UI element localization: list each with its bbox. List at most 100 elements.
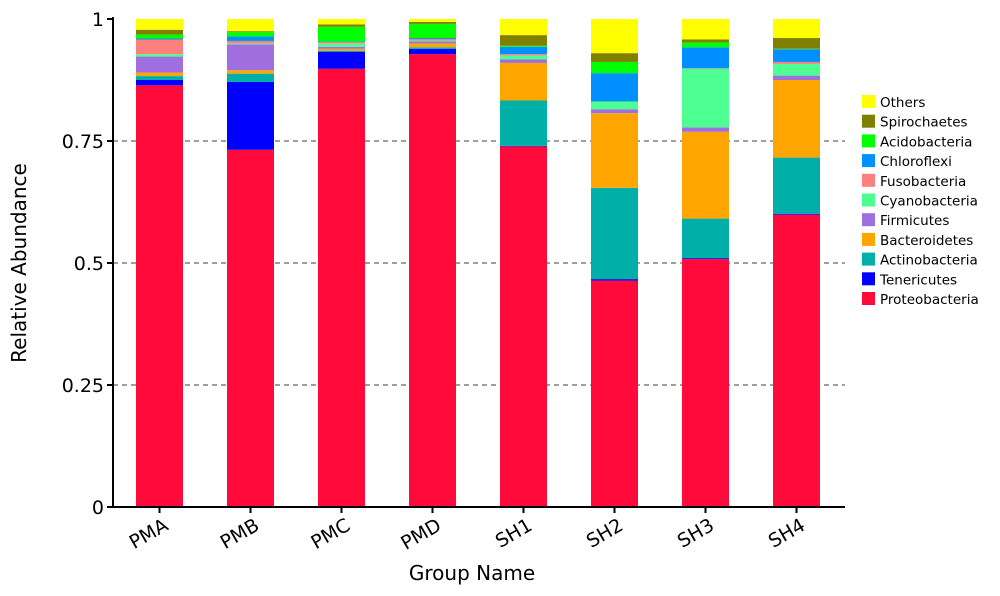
bar-segment-acidobacteria: [500, 45, 547, 47]
bar-segment-chloroflexi: [773, 49, 820, 62]
bar-segment-fusobacteria: [682, 68, 729, 69]
bar-segment-actinobacteria: [318, 50, 365, 52]
bar-segment-cyanobacteria: [682, 68, 729, 128]
bar-segment-others: [409, 19, 456, 22]
bar-segment-bacteroidetes: [591, 113, 638, 188]
bar-segment-others: [682, 19, 729, 40]
bar-segment-cyanobacteria: [318, 43, 365, 47]
bar-segment-tenericutes: [318, 51, 365, 69]
bar-segment-actinobacteria: [773, 157, 820, 214]
bar-segment-spirochaetes: [318, 24, 365, 27]
bar-segment-bacteroidetes: [227, 70, 274, 74]
bar-segment-spirochaetes: [682, 39, 729, 43]
y-axis-title: Relative Abundance: [7, 163, 31, 363]
bar-segment-proteobacteria: [500, 146, 547, 508]
bar-segment-fusobacteria: [773, 61, 820, 64]
bar-segment-proteobacteria: [773, 214, 820, 508]
bar-segment-proteobacteria: [227, 149, 274, 507]
bar-segment-acidobacteria: [409, 23, 456, 39]
legend-label: Bacteroidetes: [880, 233, 973, 249]
legend-label: Acidobacteria: [880, 134, 972, 150]
bar-segment-others: [318, 19, 365, 25]
bar-segment-tenericutes: [409, 48, 456, 55]
legend: Others Spirochaetes Acidobacteria Chlorofle…: [862, 95, 979, 308]
bar-segment-proteobacteria: [591, 280, 638, 507]
bar-segment-proteobacteria: [682, 259, 729, 507]
bar-segment-tenericutes: [500, 145, 547, 147]
legend-label: Actinobacteria: [880, 253, 978, 269]
bars: [136, 19, 820, 508]
bar-segment-fusobacteria: [227, 40, 274, 44]
bar-segment-actinobacteria: [500, 100, 547, 146]
bar-segment-bacteroidetes: [682, 131, 729, 219]
bar-segment-fusobacteria: [318, 41, 365, 44]
bar-segment-acidobacteria: [773, 48, 820, 50]
bar-segment-firmicutes: [318, 46, 365, 49]
bar-segment-actinobacteria: [591, 187, 638, 280]
legend-swatch: [862, 213, 875, 227]
y-ticks: 0 0.25 0.5 0.75 1: [62, 9, 113, 519]
y-tick-label: 0.25: [62, 375, 104, 397]
bar-segment-firmicutes: [773, 75, 820, 80]
legend-label: Chloroflexi: [880, 154, 952, 170]
bar-segment-chloroflexi: [682, 47, 729, 69]
legend-label: Spirochaetes: [880, 115, 968, 131]
bar-segment-firmicutes: [682, 127, 729, 132]
bar-segment-actinobacteria: [227, 73, 274, 82]
y-tick-label: 0: [92, 497, 104, 519]
legend-swatch: [862, 114, 875, 128]
x-tick-label: PMD: [397, 514, 445, 554]
bar-segment-others: [500, 19, 547, 36]
legend-swatch: [862, 272, 875, 286]
bar-segment-bacteroidetes: [409, 43, 456, 48]
bar-segment-others: [591, 19, 638, 54]
bar-segment-cyanobacteria: [773, 63, 820, 76]
x-ticks: PMA PMB PMC PMD SH1 SH2 SH3 SH4: [126, 507, 809, 555]
bar-segment-proteobacteria: [318, 68, 365, 507]
bar-segment-acidobacteria: [318, 26, 365, 42]
bar-segment-acidobacteria: [136, 34, 183, 39]
bar-segment-others: [136, 19, 183, 30]
bar-segment-chloroflexi: [500, 46, 547, 55]
bar-segment-firmicutes: [136, 56, 183, 73]
bar-segment-fusobacteria: [500, 54, 547, 56]
bar-segment-firmicutes: [591, 109, 638, 114]
x-tick-label: SH1: [492, 514, 536, 552]
bar-segment-bacteroidetes: [773, 80, 820, 158]
legend-label: Fusobacteria: [880, 174, 966, 190]
bar-segment-others: [227, 19, 274, 32]
legend-swatch: [862, 193, 875, 207]
legend-label: Firmicutes: [880, 213, 949, 229]
bar-segment-cyanobacteria: [227, 43, 274, 45]
bar-segment-spirochaetes: [227, 31, 274, 33]
y-tick-label: 0.75: [62, 131, 104, 153]
bar-segment-spirochaetes: [136, 29, 183, 35]
bar-segment-chloroflexi: [227, 36, 274, 41]
bar-segment-bacteroidetes: [500, 62, 547, 101]
x-tick-label: SH4: [765, 514, 809, 552]
bar-segment-cyanobacteria: [591, 101, 638, 110]
bar-segment-bacteroidetes: [318, 48, 365, 51]
legend-swatch: [862, 232, 875, 246]
x-tick-label: SH2: [583, 514, 627, 552]
bar-segment-tenericutes: [227, 81, 274, 150]
bar-segment-cyanobacteria: [500, 55, 547, 60]
bar-segment-firmicutes: [500, 59, 547, 63]
bar-segment-actinobacteria: [409, 47, 456, 49]
bar-segment-chloroflexi: [136, 38, 183, 40]
legend-label: Proteobacteria: [880, 292, 979, 308]
bar-segment-cyanobacteria: [409, 40, 456, 42]
legend-label: Cyanobacteria: [880, 194, 978, 210]
bar-segment-tenericutes: [591, 279, 638, 281]
bar-segment-spirochaetes: [773, 38, 820, 49]
bar-segment-chloroflexi: [591, 73, 638, 102]
bar-segment-acidobacteria: [227, 32, 274, 37]
bar-segment-bacteroidetes: [136, 72, 183, 77]
legend-swatch: [862, 95, 875, 108]
bar-segment-firmicutes: [227, 44, 274, 71]
legend-swatch: [862, 134, 875, 148]
x-tick-label: SH3: [674, 514, 718, 552]
bar-segment-acidobacteria: [682, 42, 729, 48]
legend-label: Tenericutes: [879, 272, 957, 288]
